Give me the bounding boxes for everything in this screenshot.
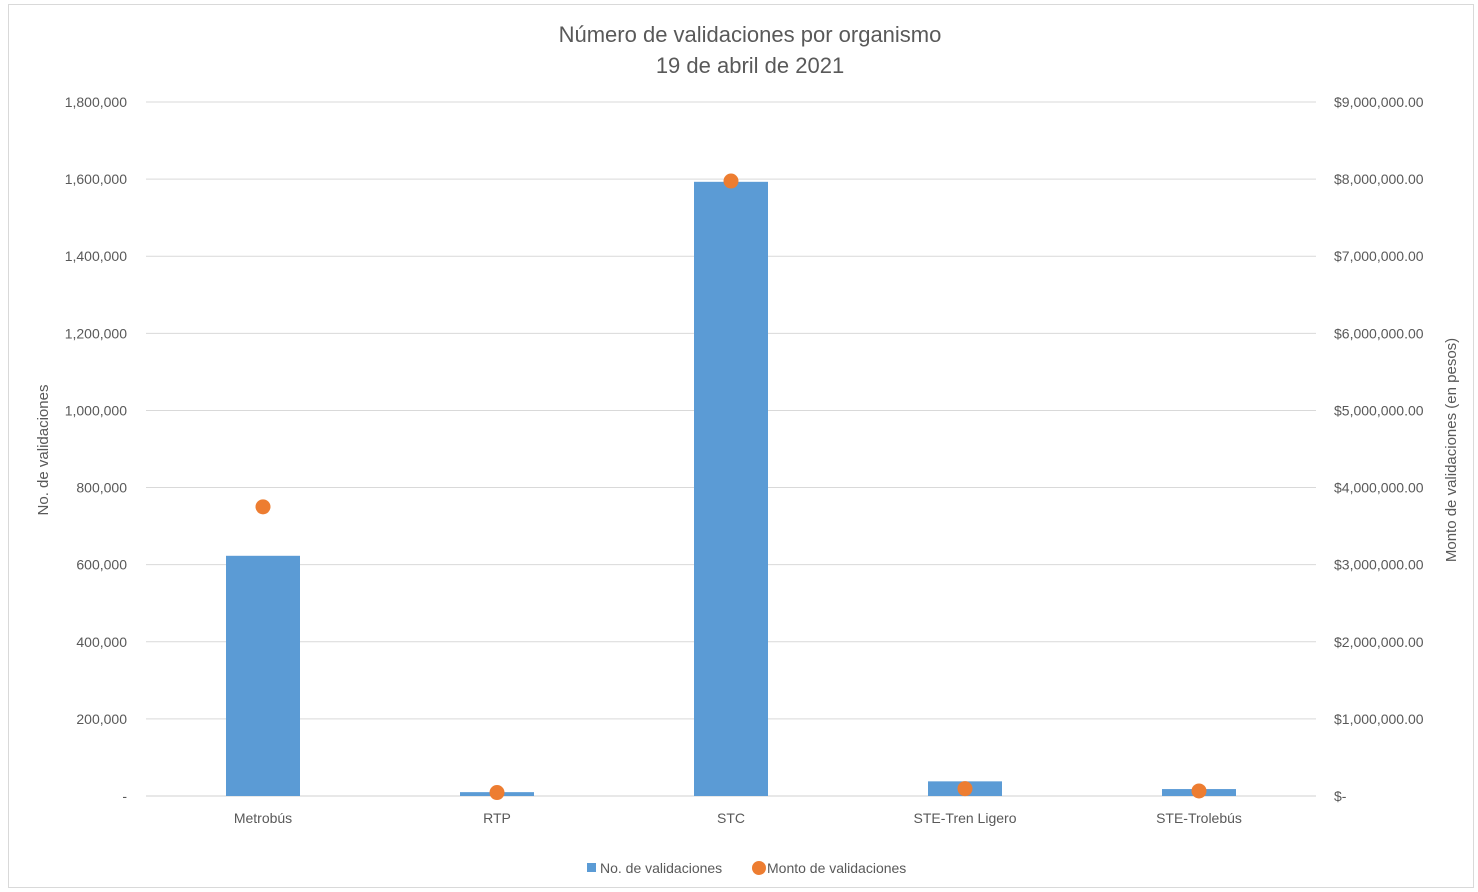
chart-subtitle: 19 de abril de 2021 <box>656 53 844 78</box>
right-tick-label: $- <box>1334 788 1347 804</box>
right-tick-label: $7,000,000.00 <box>1334 248 1424 264</box>
right-axis-ticks: $- $1,000,000.00 $2,000,000.00 $3,000,000.0… <box>1334 94 1424 804</box>
right-tick-label: $3,000,000.00 <box>1334 557 1424 573</box>
bar-series <box>226 181 1236 796</box>
x-tick-label: Metrobús <box>234 810 292 826</box>
right-tick-label: $8,000,000.00 <box>1334 171 1424 187</box>
left-tick-label: 1,200,000 <box>65 325 127 341</box>
x-tick-label: STC <box>717 810 745 826</box>
right-tick-label: $4,000,000.00 <box>1334 480 1424 496</box>
right-tick-label: $6,000,000.00 <box>1334 325 1424 341</box>
legend-bar-swatch <box>587 863 596 872</box>
x-axis-labels: Metrobús RTP STC STE-Tren Ligero STE-Trolebú… <box>234 810 1242 826</box>
point-stc <box>723 173 739 189</box>
legend-label-monto: Monto de validaciones <box>767 860 906 876</box>
x-tick-label: STE-Trolebús <box>1156 810 1242 826</box>
legend-label-validaciones: No. de validaciones <box>600 860 722 876</box>
left-tick-label: 1,600,000 <box>65 171 127 187</box>
point-ste-tren-ligero <box>957 781 973 797</box>
legend-point-swatch <box>752 861 766 875</box>
left-tick-label: - <box>122 788 127 804</box>
chart-title: Número de validaciones por organismo <box>559 22 942 47</box>
point-ste-troleb-s <box>1191 783 1207 799</box>
left-tick-label: 600,000 <box>76 557 127 573</box>
scatter-series <box>255 173 1207 801</box>
left-tick-label: 1,800,000 <box>65 94 127 110</box>
left-axis-ticks: - 200,000 400,000 600,000 800,000 1,000,000 1,… <box>65 94 128 804</box>
right-tick-label: $9,000,000.00 <box>1334 94 1424 110</box>
right-tick-label: $1,000,000.00 <box>1334 711 1424 727</box>
legend: No. de validaciones Monto de validaciones <box>587 860 906 876</box>
left-tick-label: 200,000 <box>76 711 127 727</box>
bar-metrob-s <box>226 555 300 796</box>
left-tick-label: 1,000,000 <box>65 402 127 418</box>
y-axis-label: No. de validaciones <box>35 385 52 516</box>
x-tick-label: STE-Tren Ligero <box>914 810 1017 826</box>
x-tick-label: RTP <box>483 810 511 826</box>
y2-axis-label: Monto de validaciones (en pesos) <box>1443 338 1460 562</box>
point-metrob-s <box>255 499 271 515</box>
left-tick-label: 400,000 <box>76 634 127 650</box>
left-tick-label: 800,000 <box>76 480 127 496</box>
bar-stc <box>694 181 768 796</box>
left-tick-label: 1,400,000 <box>65 248 127 264</box>
right-tick-label: $5,000,000.00 <box>1334 402 1424 418</box>
point-rtp <box>489 785 505 801</box>
right-tick-label: $2,000,000.00 <box>1334 634 1424 650</box>
